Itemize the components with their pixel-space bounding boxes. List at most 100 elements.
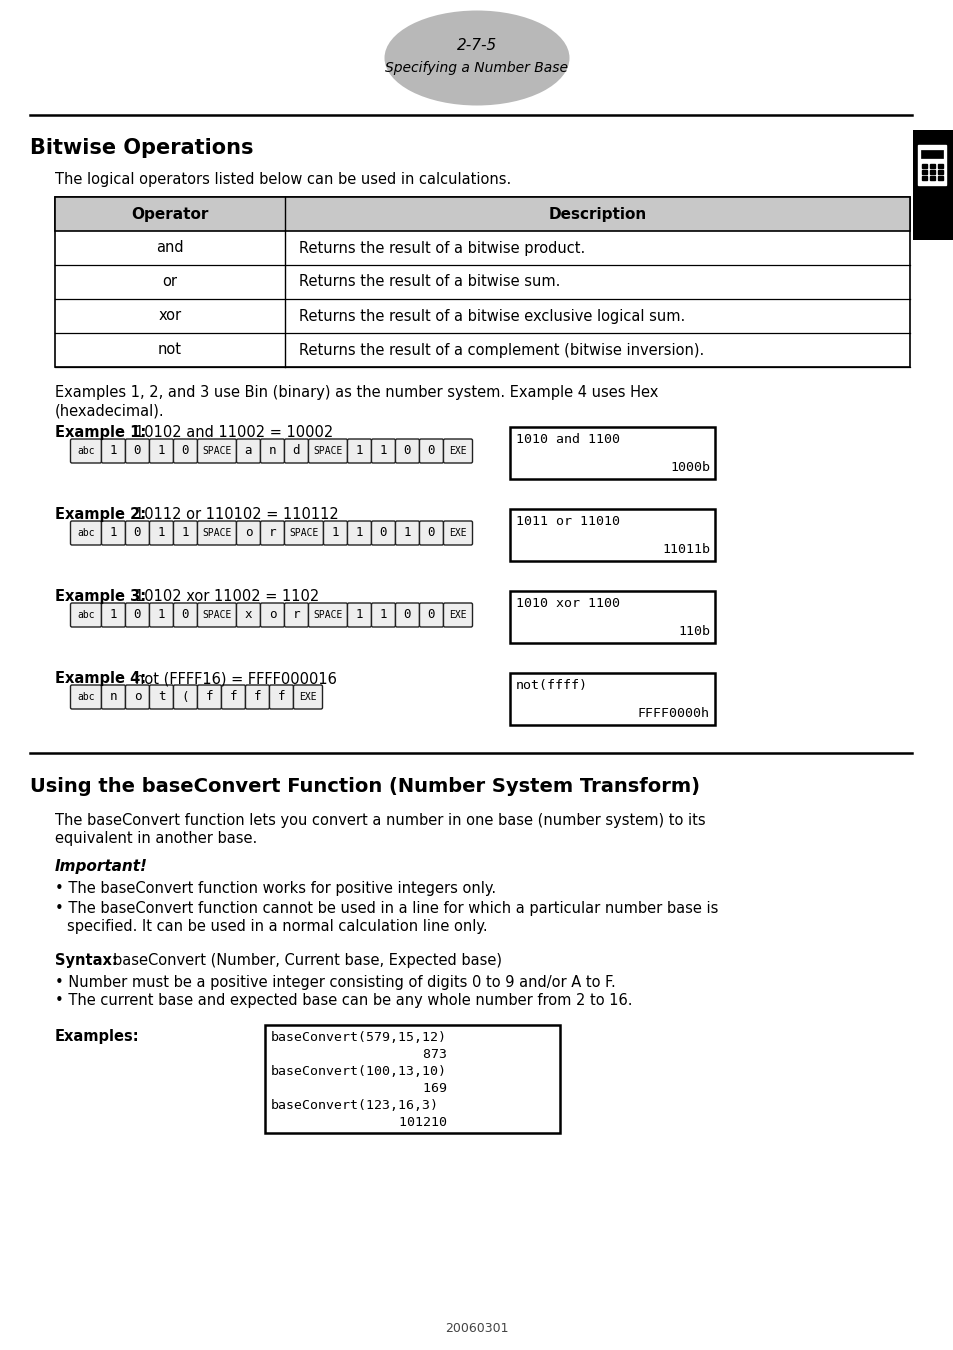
Text: 1000b: 1000b — [669, 460, 709, 474]
Text: Returns the result of a bitwise sum.: Returns the result of a bitwise sum. — [298, 274, 559, 289]
Text: Syntax:: Syntax: — [55, 953, 117, 968]
FancyBboxPatch shape — [126, 521, 150, 545]
FancyBboxPatch shape — [323, 521, 347, 545]
Text: 10112 or 110102 = 110112: 10112 or 110102 = 110112 — [135, 508, 338, 522]
FancyBboxPatch shape — [101, 439, 126, 463]
Text: 0: 0 — [403, 609, 411, 621]
Bar — [921, 176, 926, 180]
Text: Operator: Operator — [132, 207, 209, 221]
Bar — [510, 591, 714, 643]
Text: f: f — [206, 690, 213, 703]
FancyBboxPatch shape — [236, 603, 260, 626]
Text: Example 2:: Example 2: — [55, 508, 146, 522]
Text: • Number must be a positive integer consisting of digits 0 to 9 and/or A to F.: • Number must be a positive integer cons… — [55, 975, 615, 990]
Text: 169: 169 — [271, 1081, 447, 1095]
Text: o: o — [269, 609, 276, 621]
FancyBboxPatch shape — [284, 603, 308, 626]
Text: 0: 0 — [182, 444, 189, 458]
FancyBboxPatch shape — [308, 439, 347, 463]
FancyBboxPatch shape — [173, 603, 197, 626]
Text: 873: 873 — [271, 1048, 447, 1061]
Text: not (FFFF16) = FFFF000016: not (FFFF16) = FFFF000016 — [135, 671, 336, 686]
FancyBboxPatch shape — [347, 439, 371, 463]
Text: The baseConvert function lets you convert a number in one base (number system) t: The baseConvert function lets you conver… — [55, 813, 705, 828]
Text: • The current base and expected base can be any whole number from 2 to 16.: • The current base and expected base can… — [55, 994, 632, 1008]
FancyBboxPatch shape — [269, 684, 294, 709]
Text: EXE: EXE — [449, 446, 466, 456]
Text: x: x — [245, 609, 252, 621]
Text: EXE: EXE — [299, 693, 316, 702]
FancyBboxPatch shape — [173, 521, 197, 545]
FancyBboxPatch shape — [395, 603, 419, 626]
FancyBboxPatch shape — [101, 521, 126, 545]
FancyBboxPatch shape — [173, 684, 197, 709]
Text: t: t — [157, 690, 165, 703]
Text: Specifying a Number Base: Specifying a Number Base — [385, 61, 568, 76]
Bar — [265, 1025, 559, 1133]
FancyBboxPatch shape — [173, 439, 197, 463]
Text: abc: abc — [77, 693, 94, 702]
FancyBboxPatch shape — [150, 603, 173, 626]
Text: d: d — [293, 444, 300, 458]
Text: xor: xor — [158, 309, 181, 324]
Text: 0: 0 — [427, 444, 435, 458]
Text: a: a — [245, 444, 252, 458]
Text: 1: 1 — [355, 609, 363, 621]
Text: Examples:: Examples: — [55, 1029, 139, 1044]
Text: f: f — [253, 690, 261, 703]
Bar — [917, 144, 945, 185]
FancyBboxPatch shape — [150, 439, 173, 463]
FancyBboxPatch shape — [371, 603, 395, 626]
Text: The logical operators listed below can be used in calculations.: The logical operators listed below can b… — [55, 171, 511, 188]
FancyBboxPatch shape — [419, 603, 443, 626]
FancyBboxPatch shape — [126, 439, 150, 463]
Bar — [937, 170, 942, 174]
FancyBboxPatch shape — [197, 684, 221, 709]
Text: 1: 1 — [157, 609, 165, 621]
Text: o: o — [133, 690, 141, 703]
FancyBboxPatch shape — [236, 439, 260, 463]
Text: Returns the result of a bitwise product.: Returns the result of a bitwise product. — [298, 240, 584, 255]
Bar — [510, 509, 714, 562]
FancyBboxPatch shape — [197, 439, 236, 463]
FancyBboxPatch shape — [347, 521, 371, 545]
FancyBboxPatch shape — [419, 439, 443, 463]
Text: 1: 1 — [110, 526, 117, 540]
Text: 1: 1 — [403, 526, 411, 540]
Text: 1: 1 — [157, 444, 165, 458]
Bar — [55, 197, 909, 231]
Text: r: r — [269, 526, 276, 540]
Text: Examples 1, 2, and 3 use Bin (binary) as the number system. Example 4 uses Hex: Examples 1, 2, and 3 use Bin (binary) as… — [55, 385, 658, 400]
Text: 0: 0 — [427, 609, 435, 621]
FancyBboxPatch shape — [101, 603, 126, 626]
Text: 1: 1 — [110, 444, 117, 458]
Text: 10102 and 11002 = 10002: 10102 and 11002 = 10002 — [135, 425, 333, 440]
FancyBboxPatch shape — [197, 603, 236, 626]
Text: baseConvert(123,16,3): baseConvert(123,16,3) — [271, 1099, 438, 1112]
Text: f: f — [230, 690, 237, 703]
FancyBboxPatch shape — [284, 521, 323, 545]
Text: abc: abc — [77, 610, 94, 620]
FancyBboxPatch shape — [71, 439, 101, 463]
Text: 1010 and 1100: 1010 and 1100 — [516, 433, 619, 446]
Text: Description: Description — [548, 207, 646, 221]
FancyBboxPatch shape — [236, 521, 260, 545]
Bar — [912, 130, 953, 240]
Text: 1: 1 — [110, 609, 117, 621]
Text: 1: 1 — [379, 444, 387, 458]
Text: f: f — [277, 690, 285, 703]
Text: EXE: EXE — [449, 610, 466, 620]
Bar — [510, 427, 714, 479]
Text: 2-7-5: 2-7-5 — [456, 39, 497, 54]
Text: SPACE: SPACE — [313, 610, 342, 620]
Text: baseConvert (Number, Current base, Expected base): baseConvert (Number, Current base, Expec… — [112, 953, 501, 968]
Text: Bitwise Operations: Bitwise Operations — [30, 138, 253, 158]
Text: 0: 0 — [182, 609, 189, 621]
FancyBboxPatch shape — [101, 684, 126, 709]
Text: Example 4:: Example 4: — [55, 671, 146, 686]
Text: Important!: Important! — [55, 859, 148, 873]
Bar — [920, 150, 942, 158]
Text: 1011 or 11010: 1011 or 11010 — [516, 514, 619, 528]
Text: Returns the result of a complement (bitwise inversion).: Returns the result of a complement (bitw… — [298, 343, 703, 358]
Text: baseConvert(100,13,10): baseConvert(100,13,10) — [271, 1065, 447, 1079]
